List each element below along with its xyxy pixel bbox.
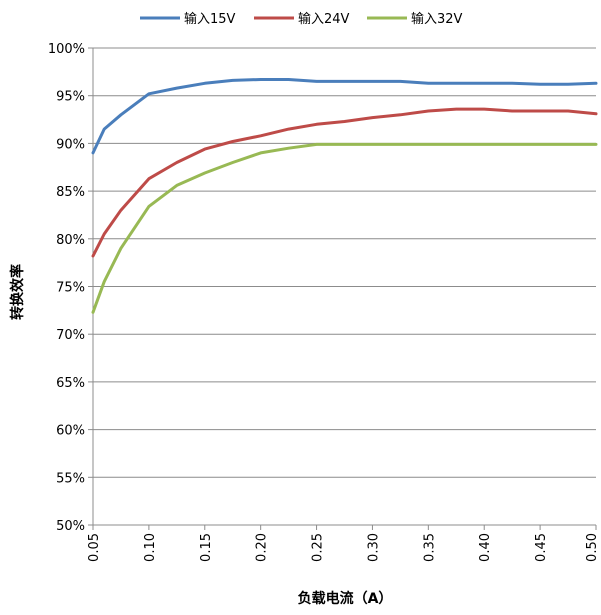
y-tick-label: 50% bbox=[56, 519, 85, 534]
y-tick-label: 65% bbox=[56, 376, 85, 391]
tick-labels: 50% 55% 60% 65% 70% 75% 80% 85% 90% 95% 100% 0.05 0.… bbox=[48, 42, 600, 562]
x-tick-label: 0.30 bbox=[366, 533, 381, 562]
series-line bbox=[91, 78, 598, 155]
x-tick-label: 0.05 bbox=[87, 533, 102, 562]
axes bbox=[88, 47, 597, 530]
y-tick-label: 60% bbox=[56, 424, 85, 439]
x-tick-label: 0.15 bbox=[199, 533, 214, 562]
y-tick-label: 75% bbox=[56, 281, 85, 296]
grid-lines bbox=[93, 47, 596, 478]
legend-label: 输入24V bbox=[298, 11, 350, 27]
x-tick-label: 0.40 bbox=[478, 533, 493, 562]
legend: 输入15V 输入24V 输入32V bbox=[140, 11, 463, 27]
x-tick-label: 0.20 bbox=[255, 533, 270, 562]
y-tick-label: 90% bbox=[56, 137, 85, 152]
x-axis-title: 负载电流（A） bbox=[298, 590, 393, 607]
y-tick-label: 80% bbox=[56, 233, 85, 248]
x-tick-label: 0.10 bbox=[143, 533, 158, 562]
x-tick-label: 0.25 bbox=[311, 533, 326, 562]
y-tick-label: 85% bbox=[56, 185, 85, 200]
y-tick-label: 55% bbox=[56, 471, 85, 486]
x-tick-label: 0.50 bbox=[585, 533, 600, 562]
x-tick-label: 0.45 bbox=[534, 533, 549, 562]
y-tick-label: 100% bbox=[48, 42, 85, 57]
legend-label: 输入15V bbox=[184, 11, 236, 27]
y-tick-label: 95% bbox=[56, 90, 85, 105]
x-tick-label: 0.35 bbox=[422, 533, 437, 562]
y-tick-label: 70% bbox=[56, 328, 85, 343]
series-line bbox=[91, 142, 598, 314]
series-line bbox=[91, 107, 598, 258]
legend-label: 输入32V bbox=[411, 11, 463, 27]
series-lines bbox=[91, 78, 598, 314]
y-axis-title: 转换效率 bbox=[9, 264, 26, 320]
